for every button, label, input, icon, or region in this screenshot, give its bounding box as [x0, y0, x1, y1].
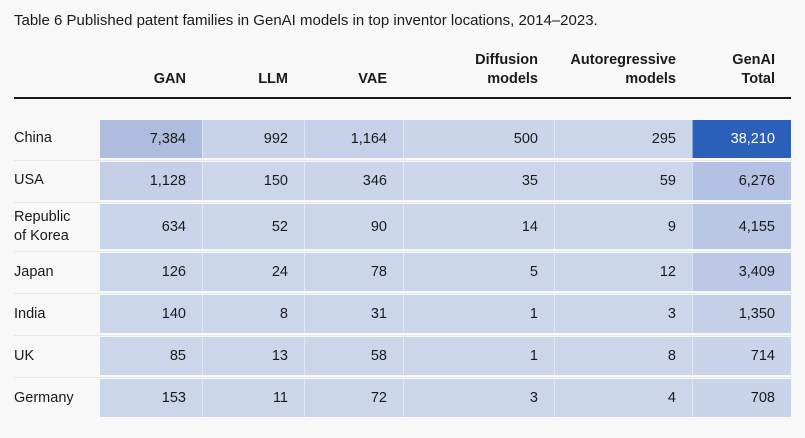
value-cell: 58 [304, 337, 403, 376]
row-label: China [14, 130, 52, 147]
report-page: Table 6 Published patent families in Gen… [14, 12, 791, 418]
value-cell: 634 [100, 203, 202, 250]
row-label: India [14, 305, 46, 322]
value-cell: 52 [202, 203, 304, 250]
value-cell: 11 [202, 379, 304, 418]
value-cell: 14 [403, 203, 554, 250]
value-cell: 1,164 [304, 119, 403, 158]
value-cell: 3 [554, 295, 692, 334]
value-cell: 992 [202, 119, 304, 158]
value-cell: 85 [100, 337, 202, 376]
row-label: Japan [14, 263, 54, 280]
value-cell: 295 [554, 119, 692, 158]
value-cell: 1,128 [100, 161, 202, 200]
table-title: Table 6 Published patent families in Gen… [14, 12, 598, 29]
column-header-autoregressive-models: Autoregressive models [570, 52, 676, 87]
column-header-genai-total: GenAI Total [732, 52, 775, 87]
value-cell: 13 [202, 337, 304, 376]
row-label: USA [14, 172, 44, 189]
value-cell: 1 [403, 295, 554, 334]
table-body: China 7,384 992 1,164 500 295 38,210 USA 1,128 15… [14, 119, 791, 418]
table-row-uk: UK 85 13 58 1 8 714 [14, 337, 791, 379]
row-label: Germany [14, 389, 74, 406]
column-header-gan: GAN [153, 70, 186, 87]
value-cell: 72 [304, 379, 403, 418]
value-cell: 35 [403, 161, 554, 200]
value-cell: 708 [692, 379, 791, 418]
value-cell: 150 [202, 161, 304, 200]
value-cell: 4 [554, 379, 692, 418]
value-cell: 31 [304, 295, 403, 334]
value-cell: 7,384 [100, 119, 202, 158]
table-row-china: China 7,384 992 1,164 500 295 38,210 [14, 119, 791, 161]
value-cell: 90 [304, 203, 403, 250]
value-cell: 8 [202, 295, 304, 334]
table-row-india: India 140 8 31 1 3 1,350 [14, 295, 791, 337]
row-label: UK [14, 347, 35, 364]
table-row-usa: USA 1,128 150 346 35 59 6,276 [14, 161, 791, 203]
column-header-diffusion-models: Diffusion models [475, 52, 538, 87]
value-cell: 9 [554, 203, 692, 250]
value-cell: 24 [202, 253, 304, 292]
value-cell: 4,155 [692, 203, 791, 250]
value-cell: 126 [100, 253, 202, 292]
column-header-vae: VAE [358, 70, 387, 87]
row-label: Republic of Korea [14, 208, 71, 244]
value-cell: 153 [100, 379, 202, 418]
value-cell: 12 [554, 253, 692, 292]
value-cell: 3 [403, 379, 554, 418]
value-cell: 3,409 [692, 253, 791, 292]
value-cell: 1,350 [692, 295, 791, 334]
value-cell: 140 [100, 295, 202, 334]
table-header-row: GAN LLM VAE Diffusion models Autoregressive … [14, 51, 791, 99]
value-cell: 1 [403, 337, 554, 376]
value-cell: 38,210 [692, 119, 791, 158]
column-header-llm: LLM [258, 70, 288, 87]
value-cell: 714 [692, 337, 791, 376]
value-cell: 8 [554, 337, 692, 376]
table-row-germany: Germany 153 11 72 3 4 708 [14, 379, 791, 418]
value-cell: 78 [304, 253, 403, 292]
table-row-japan: Japan 126 24 78 5 12 3,409 [14, 253, 791, 295]
value-cell: 59 [554, 161, 692, 200]
value-cell: 5 [403, 253, 554, 292]
value-cell: 346 [304, 161, 403, 200]
table-row-republic-of-korea: Republic of Korea 634 52 90 14 9 4,155 [14, 203, 791, 253]
value-cell: 500 [403, 119, 554, 158]
value-cell: 6,276 [692, 161, 791, 200]
